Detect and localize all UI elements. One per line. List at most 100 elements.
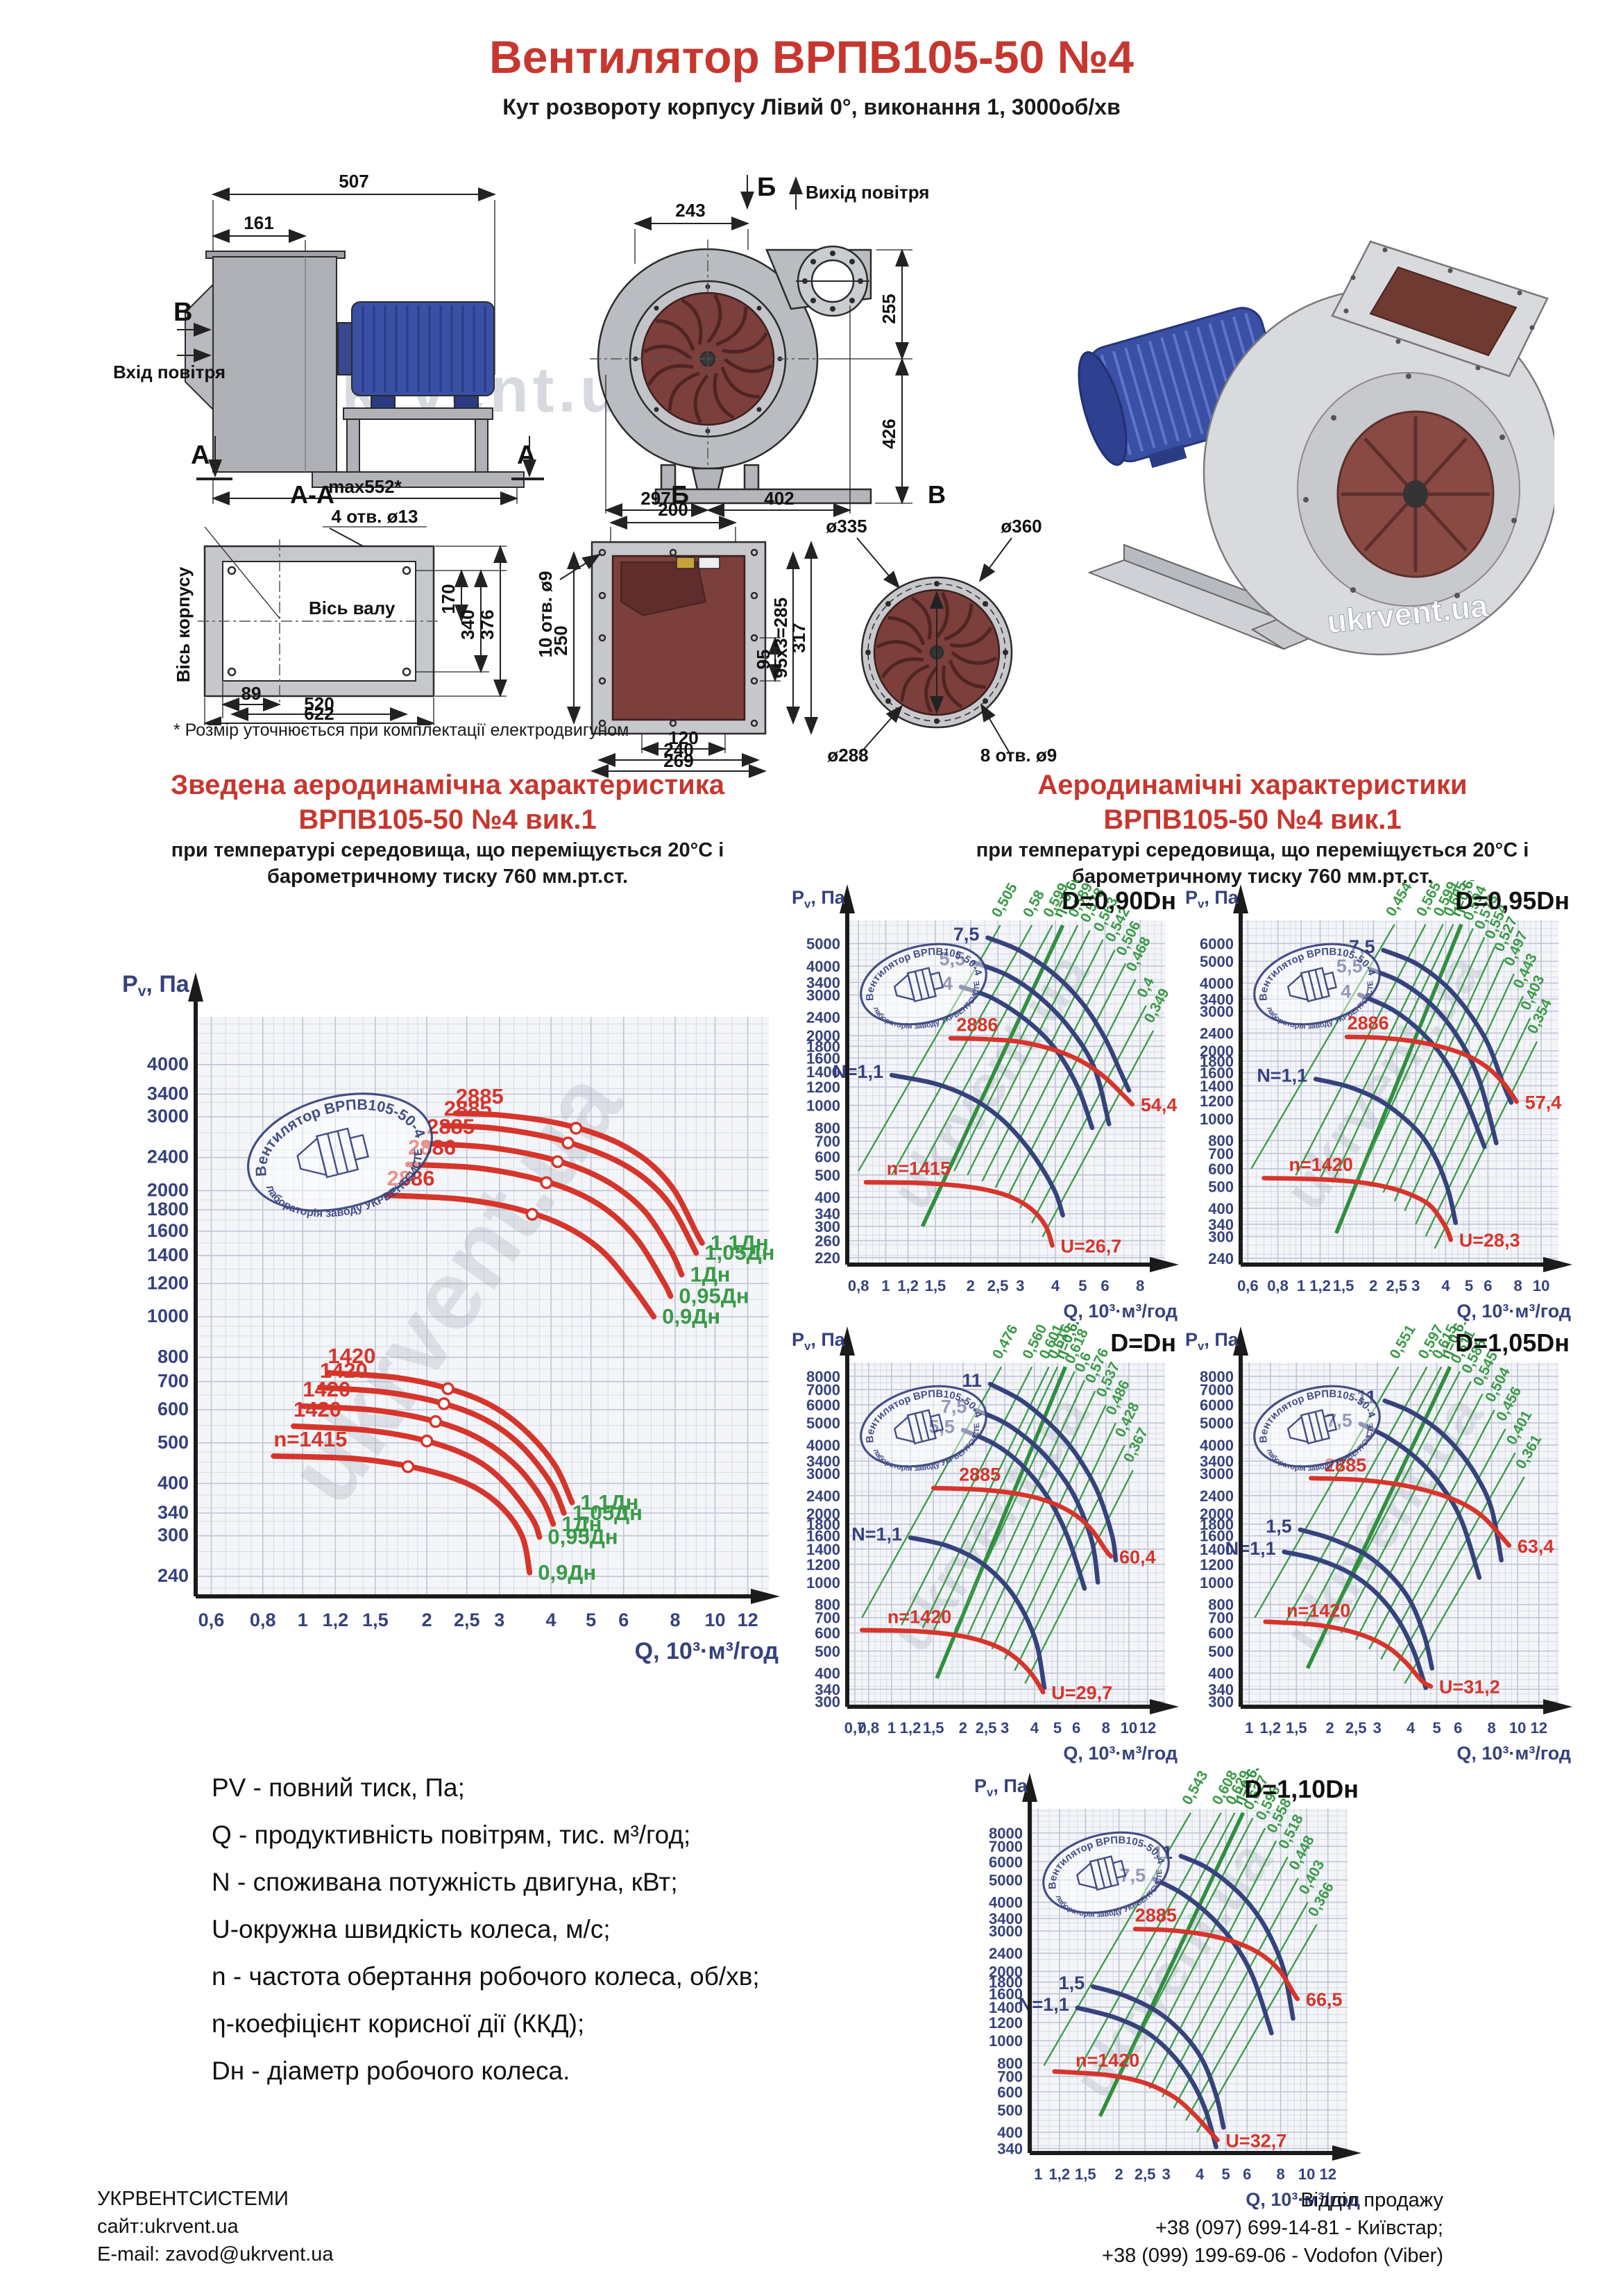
eta-line [953, 925, 1079, 1172]
eta-line [991, 1404, 1107, 1650]
footer-email[interactable]: E-mail: zavod@ukrvent.ua [97, 2243, 334, 2265]
curve-end-label: 1Дн [561, 1512, 602, 1536]
curve-2886 [1344, 1034, 1519, 1104]
curve-label: 1420 [303, 1377, 350, 1401]
stamp-ellipse [246, 1092, 434, 1212]
dim-317: 317 [788, 623, 809, 652]
eta-line [1393, 1452, 1516, 1671]
y-tick-label: 1200 [806, 1079, 840, 1096]
curve-label: 2885 [444, 1097, 492, 1121]
curve-end-label: 66,5 [1306, 1989, 1343, 2010]
eta-line [967, 1379, 1085, 1635]
curve-n=1420 [1052, 2069, 1220, 2143]
dim-240: 240 [663, 739, 693, 760]
y-tick-label: 5000 [806, 935, 840, 952]
curve-N=1,1 [1313, 1077, 1459, 1226]
view-V-bolts [865, 581, 1008, 724]
x-tick-label: 8 [1136, 1277, 1144, 1294]
x-tick-label: 10 [705, 1610, 726, 1630]
footer-phone-1[interactable]: +38 (097) 699-14-81 - Київстар; [1155, 2217, 1443, 2239]
x-axis-arrow [1150, 1699, 1179, 1714]
page-subtitle: Кут розвороту корпусу Лівий 0°, виконанн… [502, 94, 1121, 119]
front-view-body [590, 239, 872, 505]
y-tick-label: 3000 [1200, 1465, 1234, 1483]
y-tick-label: 600 [1208, 1160, 1234, 1178]
footer-phone-2[interactable]: +38 (099) 199-69-06 - Vodofon (Viber) [1102, 2245, 1443, 2267]
eta-line [1096, 1812, 1236, 2076]
curve-label: n=1415 [273, 1427, 347, 1451]
y-tick-label: 2400 [147, 1147, 189, 1167]
curve-marker [429, 1415, 443, 1428]
x-tick-label: 2,5 [987, 1277, 1009, 1294]
label-10-holes: 10 отв. ø9 [535, 571, 556, 658]
y-tick-label: 300 [1208, 1694, 1234, 1711]
footer-site[interactable]: сайт:ukrvent.ua [97, 2215, 239, 2238]
y-tick-label: 800 [158, 1347, 189, 1367]
eta-line [1332, 924, 1454, 1183]
y-tick-label: 600 [1208, 1625, 1234, 1642]
x-tick-label: 3 [1373, 1719, 1382, 1737]
side-view-body [185, 251, 525, 488]
chart-title: D=0,95Dн [1455, 886, 1570, 915]
x-axis-title: Q, 10³·м³/год [1456, 1743, 1571, 1764]
curve-end-label: 60,4 [1119, 1546, 1156, 1567]
curve-end-label: U=31,2 [1439, 1677, 1500, 1698]
right-section-header: Аеродинамічні характеристики ВРПВ105-50 … [923, 768, 1582, 890]
stamp-fan-icon [1286, 1409, 1338, 1445]
x-tick-label: 5 [1053, 1719, 1062, 1737]
chart-title: D=Dн [1110, 1328, 1176, 1357]
y-axis-title: Pv, Па [792, 887, 846, 911]
y-tick-label: 500 [997, 2102, 1023, 2119]
x-tick-label: 3 [1411, 1277, 1420, 1294]
curve-label: N=1,1 [1257, 1065, 1307, 1086]
curve-marker [540, 1176, 553, 1190]
left-section-header: Зведена аеродинамічна характеристика ВРП… [111, 768, 784, 890]
x-tick-label: 1,2 [1260, 1719, 1282, 1737]
curve-7,5 [985, 935, 1132, 1093]
x-tick-label: 4 [1407, 1719, 1416, 1737]
y-tick-label: 4000 [989, 1894, 1023, 1911]
x-tick-label: 2,5 [1135, 2166, 1156, 2183]
y-tick-label: 400 [1208, 1200, 1234, 1217]
x-tick-label: 0,8 [250, 1610, 276, 1630]
left-header-sub2: барометричному тиску 760 мм.рт.ст. [266, 866, 629, 888]
y-tick-label: 3000 [147, 1106, 189, 1126]
y-tick-label: 400 [1208, 1665, 1234, 1682]
curve-4 [1357, 993, 1487, 1149]
y-tick-label: 5000 [806, 1415, 840, 1432]
curve-n=1420 [1261, 1176, 1454, 1242]
curve-label: 1,5 [1059, 1973, 1085, 1993]
stamp-ellipse [1042, 1831, 1170, 1914]
caption-section-AA: А-А [290, 482, 334, 509]
curve-2885 [931, 1485, 1114, 1559]
curve-2885 [441, 1122, 699, 1256]
x-tick-label: 3 [1016, 1277, 1024, 1294]
stamp-ellipse [1253, 1385, 1381, 1468]
legend-line-n-power: N - споживана потужність двигуна, кВт; [212, 1868, 678, 1896]
curve-label: n=1415 [887, 1158, 951, 1179]
curve-2885 [1132, 1927, 1300, 2002]
front-view-top-labels: Б Вихід повітря 243 [634, 173, 929, 264]
chart-title: D=1,10Dн [1244, 1775, 1359, 1803]
drawing-front-view: Б Вихід повітря 243 [590, 173, 929, 517]
x-tick-label: 1,2 [1049, 2166, 1071, 2183]
y-tick-label: 1800 [989, 1974, 1023, 1991]
chart-D-1-10: ukrvent.ua0,5430,6080,629η=0,6360,6270,5… [970, 1769, 1361, 2210]
y-axis-title: Pv, Па [1185, 1329, 1239, 1353]
y-tick-label: 400 [815, 1189, 840, 1206]
view-B-right-dims: 95 95х3=285 317 [753, 541, 818, 735]
stamp-fan-icon [1286, 967, 1338, 1003]
curve-end-label: 57,4 [1525, 1092, 1562, 1113]
axes [845, 911, 1153, 1267]
label-section-A-right: А [517, 441, 536, 470]
y-tick-label: 7000 [989, 1838, 1023, 1855]
eta-line [1118, 1817, 1254, 2076]
drawing-isometric-render: ukrvent.ua [1078, 240, 1554, 656]
curve-N=1,1 [1075, 2005, 1218, 2150]
curve-label: 1420 [320, 1358, 368, 1383]
eta-line [1185, 1902, 1309, 2121]
caption-view-V: В [928, 482, 946, 509]
eta-line [1355, 1393, 1484, 1641]
y-tick-label: 1000 [806, 1574, 840, 1592]
